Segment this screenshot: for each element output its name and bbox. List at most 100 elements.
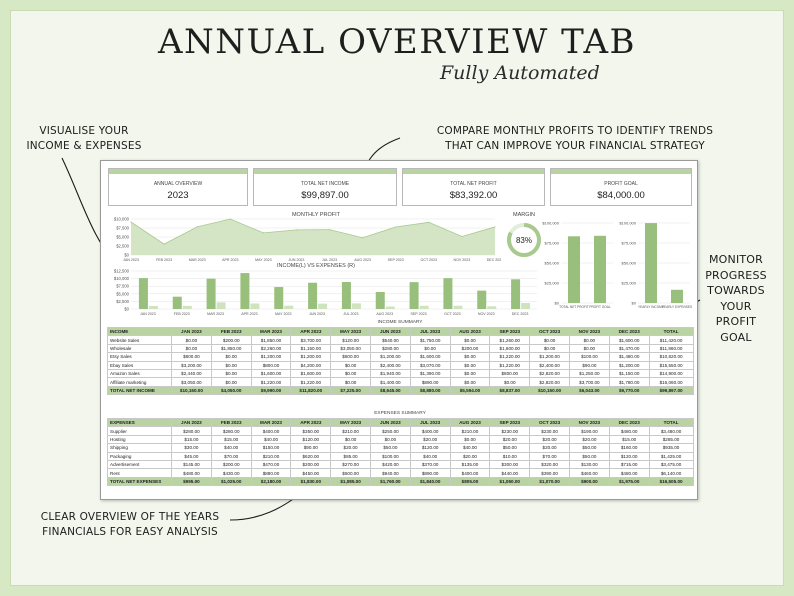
y-tick-label: $0 [124,253,129,258]
table-cell: $1,220.00 [489,360,531,370]
table-row: Wholesale $0.00 $1,850.00 $2,260.00 $1,150.0… [107,343,694,354]
table-cell: $120.00 [608,451,650,461]
x-tick-label: MAY 2023 [255,258,271,262]
x-tick-label: JUL 2023 [322,258,337,262]
table-cell: $0.00 [330,377,371,387]
table-cell: $15.00 [171,434,212,445]
table-cell: $90.00 [568,360,610,370]
table-cell: $0.00 [568,343,610,354]
table-cell: $130.00 [568,459,610,470]
table-cell: $6,043.00 [568,385,610,396]
note-clear: CLEAR OVERVIEW OF THE YEARS FINANCIALS F… [30,510,230,540]
table-cell: $0.00 [449,368,491,379]
table-cell: $0.00 [449,335,491,345]
table-row: Amazon Sales $2,440.00 $0.00 $1,600.00 $1,60… [107,368,694,379]
table-row: Packaging $45.00 $70.00 $210.00 $620.00 $85.0… [107,451,694,461]
x-tick-label: AUG 2023 [376,312,393,316]
table-cell: $50.00 [568,451,610,461]
margin-label: MARGIN [513,212,535,218]
table-cell: $14,900.00 [648,368,694,379]
table-cell: $1,200.00 [369,352,411,362]
table-cell: $0.00 [409,343,451,354]
table-cell: $0.00 [210,377,252,387]
profit-point [163,243,165,245]
y-tick-label: $75,000 [622,241,637,246]
card-total-net-income: TOTAL NET INCOME $99,897.00 [253,168,397,206]
table-cell: $400.00 [449,468,491,478]
y-tick-label: $0 [555,301,560,306]
table-cell: $3,050.00 [171,377,212,387]
card-total-net-profit: TOTAL NET PROFIT $83,392.00 [402,168,545,206]
table-cell: $30.00 [171,443,212,453]
table-cell: FEB 2023 [210,326,252,337]
table-cell: $8,837.00 [489,385,531,396]
note-compare: COMPARE MONTHLY PROFITS TO IDENTIFY TREN… [410,124,740,154]
x-tick-label: DEC 2023 [487,258,501,262]
x-tick-label: PROFIT GOAL [589,305,611,309]
table-cell: $3,700.00 [290,335,332,345]
y-tick-label: $10,000 [114,276,130,281]
table-cell: $450.00 [290,468,332,478]
note-line: THAT CAN IMPROVE YOUR FINANCIAL STRATEGY [445,140,705,152]
table-cell: $20.00 [449,451,491,461]
table-cell: JAN 2023 [171,326,212,337]
table-cell: $1,480.00 [608,352,650,362]
x-tick-label: YEARLY EXPENSES [662,305,692,309]
table-cell: JAN 2023 [171,417,212,428]
x-tick-label: TOTAL NET PROFIT [559,305,589,309]
card-value: 2023 [167,190,189,201]
table-cell: $15.00 [210,434,252,445]
page-subtitle: Fully Automated [440,62,600,84]
table-cell: $40.00 [449,443,491,453]
table-cell: $2,400.00 [369,360,411,370]
note-visualise: VISUALISE YOUR INCOME & EXPENSES [14,124,154,154]
table-cell: OCT 2023 [529,417,570,428]
table-cell: SEP 2023 [489,417,531,428]
table-cell: $320.00 [529,459,570,470]
income-bar [443,278,453,309]
table-cell: $11,860.00 [648,343,694,354]
table-cell: $200.00 [449,343,491,354]
table-cell: $800.00 [489,368,531,379]
profit-point [229,218,231,220]
y-tick-label: $7,500 [116,284,129,289]
table-cell: $400.00 [250,426,292,436]
profit-point [428,221,430,223]
table-cell: $1,150.00 [290,343,332,354]
table-cell: $145.00 [171,459,212,470]
expense-bar [385,306,395,309]
profit-point [395,226,397,228]
profit-point [494,226,496,228]
table-cell: $995.00 [171,476,212,487]
table-cell: $800.00 [250,360,292,370]
x-tick-label: SEP 2023 [411,312,427,316]
expense-bar [182,305,192,309]
margin-value: 83% [516,236,532,245]
table-row: Advertisement $145.00 $200.00 $470.00 $200.0… [107,459,694,470]
table-cell: $20.00 [330,443,371,453]
y-tick-label: $12,500 [114,269,130,274]
income-bar [274,287,284,309]
table-cell: DEC 2023 [608,417,650,428]
table-cell: Wholesale [107,343,172,354]
table-row: Hosting $15.00 $15.00 $40.00 $120.00 $0.00 $0.… [107,434,694,445]
table-cell: Etsy Sales [107,352,172,362]
profit-area [131,219,495,255]
profit-point [328,229,331,231]
goal-bar [671,289,683,303]
x-tick-label: JAN 2023 [123,258,139,262]
table-cell: $370.00 [409,459,451,470]
table-cell: JUL 2023 [409,417,451,428]
table-row: Ebay Sales $3,200.00 $0.00 $800.00 $4,200.00… [107,360,694,370]
table-cell: $230.00 [489,426,531,436]
x-tick-label: JUN 2023 [288,258,304,262]
table-cell: $10,820.00 [648,352,694,362]
table-cell: $2,440.00 [171,368,212,379]
table-cell: DEC 2023 [608,326,650,337]
note-line: INCOME & EXPENSES [26,140,142,152]
y-tick-label: $25,000 [545,281,560,286]
table-cell: $3,200.00 [171,360,212,370]
card-accent [551,169,691,174]
table-total-row: TOTAL NET EXPENSES $995.00 $1,025.00 $2,180… [107,476,694,487]
